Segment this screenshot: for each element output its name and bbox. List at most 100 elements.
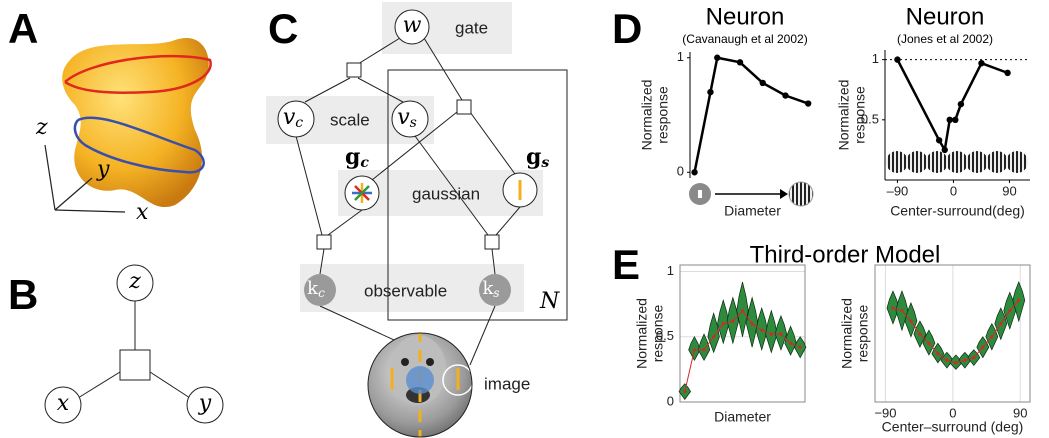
arrow-head (780, 189, 788, 199)
x-axis-label: Diameter (714, 409, 771, 425)
box-label: gate (455, 18, 488, 37)
axis-label: x (136, 200, 149, 225)
median (963, 359, 966, 362)
median (936, 352, 939, 355)
y-tick-label: 1 (667, 263, 674, 278)
median (909, 320, 912, 323)
median (731, 320, 734, 323)
median (789, 342, 792, 345)
median (954, 361, 957, 364)
x-tick-label: 0 (950, 183, 957, 198)
axis-label: z (35, 115, 48, 140)
median (1008, 309, 1011, 312)
y-tick-label: 1 (677, 49, 684, 64)
point (714, 55, 720, 61)
node-label: z (128, 269, 141, 294)
node-label: x (57, 391, 70, 416)
median (799, 346, 802, 349)
y-axis-label: response (855, 304, 871, 362)
point (952, 117, 958, 123)
y-axis-label: Normalized (639, 80, 655, 151)
y-tick-label: 1 (872, 51, 879, 66)
node-label: w (403, 13, 422, 38)
median (760, 329, 763, 332)
chart-title: Third-order Model (750, 241, 941, 268)
factor (485, 235, 499, 249)
median (683, 390, 686, 393)
point (894, 56, 900, 62)
y-axis-label: Normalized (836, 80, 852, 151)
node-subscript: c (318, 286, 325, 300)
node-subscript: s (541, 155, 549, 171)
median (751, 322, 754, 325)
point (947, 117, 953, 123)
point (958, 101, 964, 107)
chart-title: Neuron (906, 3, 985, 30)
panel-letter: C (268, 5, 298, 52)
edges (78, 300, 190, 398)
point (707, 89, 713, 95)
stimulus-icon (789, 182, 813, 206)
x-tick-label: –90 (887, 183, 909, 198)
node-label: w (403, 13, 422, 38)
plate-label: N (539, 289, 560, 314)
y-axis-label: response (655, 86, 671, 144)
median (693, 348, 696, 351)
point (936, 137, 942, 143)
median (1017, 299, 1020, 302)
median (972, 356, 975, 359)
chart-title: Neuron (706, 3, 785, 30)
orientation-icon (352, 183, 372, 203)
factor (120, 350, 150, 380)
node-label: g (345, 144, 360, 170)
node-label: y (198, 391, 212, 416)
factor (347, 63, 361, 77)
figure: A z y x B z x y C w gate vc scale vs gc … (0, 0, 1049, 438)
node-label: gs (526, 144, 549, 171)
median (945, 359, 948, 362)
node-subscript: s (410, 115, 417, 131)
median (918, 333, 921, 336)
stimulus-icon (698, 190, 702, 198)
line (897, 60, 1007, 150)
median (741, 309, 744, 312)
axis-label: y (96, 157, 110, 182)
node-subscript: c (295, 115, 303, 131)
x-tick-label: 90 (1002, 183, 1016, 198)
panel-letter: A (8, 5, 38, 52)
panel-letter: D (612, 5, 642, 52)
node-label: v (397, 105, 410, 130)
y-axis-label: response (650, 304, 666, 362)
y-axis-label: response (852, 86, 868, 144)
chart-subtitle: (Cavanaugh et al 2002) (682, 32, 807, 46)
median (990, 335, 993, 338)
panel-letter: E (612, 241, 640, 288)
x-axis-label: Diameter (724, 203, 781, 219)
median (770, 333, 773, 336)
median (927, 342, 930, 345)
median (981, 346, 984, 349)
factor (317, 235, 331, 249)
median (722, 322, 725, 325)
median (779, 333, 782, 336)
point (691, 169, 697, 175)
median (712, 335, 715, 338)
box-label: observable (364, 281, 447, 300)
point (760, 80, 766, 86)
point (782, 92, 788, 98)
y-tick-label: 0 (677, 164, 684, 179)
box-label: gaussian (412, 184, 480, 203)
median (891, 306, 894, 309)
point (737, 59, 743, 65)
node-subscript: c (360, 155, 369, 171)
grating-row (886, 151, 1028, 173)
panel-letter: B (8, 271, 38, 318)
chart-subtitle: (Jones et al 2002) (897, 32, 993, 46)
box-label: scale (330, 110, 370, 129)
node-label: g (526, 144, 541, 170)
point (1004, 70, 1010, 76)
y-axis-label: Normalized (839, 298, 855, 369)
point (978, 60, 984, 66)
point (805, 100, 811, 106)
node-label: v (283, 105, 296, 130)
